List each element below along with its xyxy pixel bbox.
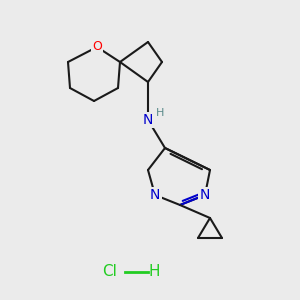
Text: Cl: Cl <box>103 265 117 280</box>
Text: H: H <box>148 265 160 280</box>
Text: N: N <box>143 113 153 127</box>
Text: N: N <box>150 188 160 202</box>
Text: H: H <box>156 108 164 118</box>
Text: N: N <box>200 188 210 202</box>
Text: O: O <box>92 40 102 53</box>
